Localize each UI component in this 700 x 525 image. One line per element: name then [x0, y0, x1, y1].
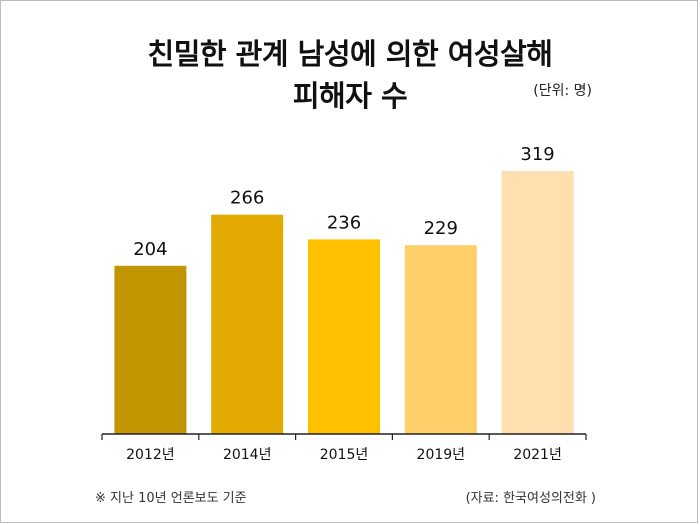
- source-note: (자료: 한국여성의전화 ): [465, 491, 596, 506]
- x-tick-label-2015년: 2015년: [320, 447, 369, 463]
- x-tick-label-2012년: 2012년: [126, 447, 175, 463]
- chart-title-line2: 피해자 수: [292, 79, 408, 113]
- data-label-2019년: 229: [424, 218, 458, 239]
- bar-2015년: [308, 239, 380, 434]
- x-tick-label-2019년: 2019년: [417, 447, 466, 463]
- footnote: ※ 지난 10년 언론보도 기준: [95, 491, 247, 506]
- data-label-2021년: 319: [520, 144, 554, 165]
- bar-2012년: [114, 265, 187, 434]
- bar-2019년: [404, 245, 477, 434]
- data-label-2012년: 204: [133, 239, 167, 260]
- bar-2014년: [211, 214, 284, 434]
- data-label-2015년: 236: [327, 212, 361, 233]
- x-tick-label-2021년: 2021년: [513, 447, 562, 463]
- data-label-2014년: 266: [230, 188, 264, 209]
- chart-title-line1: 친밀한 관계 남성에 의한 여성살해: [147, 37, 553, 71]
- unit-label: (단위: 명): [533, 83, 592, 99]
- x-tick-label-2014년: 2014년: [223, 447, 272, 463]
- bar-2021년: [501, 171, 574, 434]
